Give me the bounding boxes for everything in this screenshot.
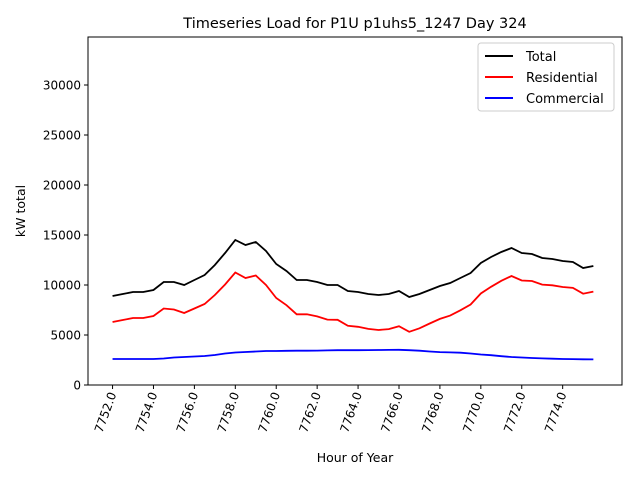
x-tick-label: 7764.0: [337, 390, 365, 434]
series-line-commercial: [112, 348, 594, 361]
x-tick-label: 7762.0: [296, 390, 324, 434]
x-tick-label: 7760.0: [256, 390, 284, 434]
x-tick-label: 7766.0: [378, 390, 406, 434]
x-axis-label: Hour of Year: [317, 450, 394, 465]
x-tick-label: 7768.0: [419, 390, 447, 434]
y-tick-label: 20000: [43, 179, 81, 193]
y-tick-label: 15000: [43, 229, 81, 243]
y-tick-label: 0: [73, 379, 81, 393]
x-tick-label: 7772.0: [501, 390, 529, 434]
chart-title: Timeseries Load for P1U p1uhs5_1247 Day …: [182, 16, 526, 32]
legend-label-residential: Residential: [526, 71, 598, 86]
series-line-residential: [112, 271, 594, 333]
legend-label-total: Total: [525, 50, 556, 65]
y-tick-label: 10000: [43, 279, 81, 293]
y-tick-label: 30000: [43, 79, 81, 93]
legend: Total Residential Commercial: [477, 42, 615, 112]
x-tick-label: 7770.0: [460, 390, 488, 434]
x-tick-label: 7774.0: [542, 390, 570, 434]
x-tick-label: 7758.0: [215, 390, 243, 434]
plot-frame: [87, 36, 623, 386]
y-tick-label: 5000: [50, 329, 81, 343]
y-axis-label: kW total: [13, 185, 28, 237]
x-tick-label: 7756.0: [174, 390, 202, 434]
x-tick-label: 7754.0: [133, 390, 161, 434]
y-tick-label: 25000: [43, 129, 81, 143]
legend-label-commercial: Commercial: [526, 92, 604, 107]
series-line-total: [112, 238, 594, 298]
x-tick-label: 7752.0: [92, 390, 120, 434]
